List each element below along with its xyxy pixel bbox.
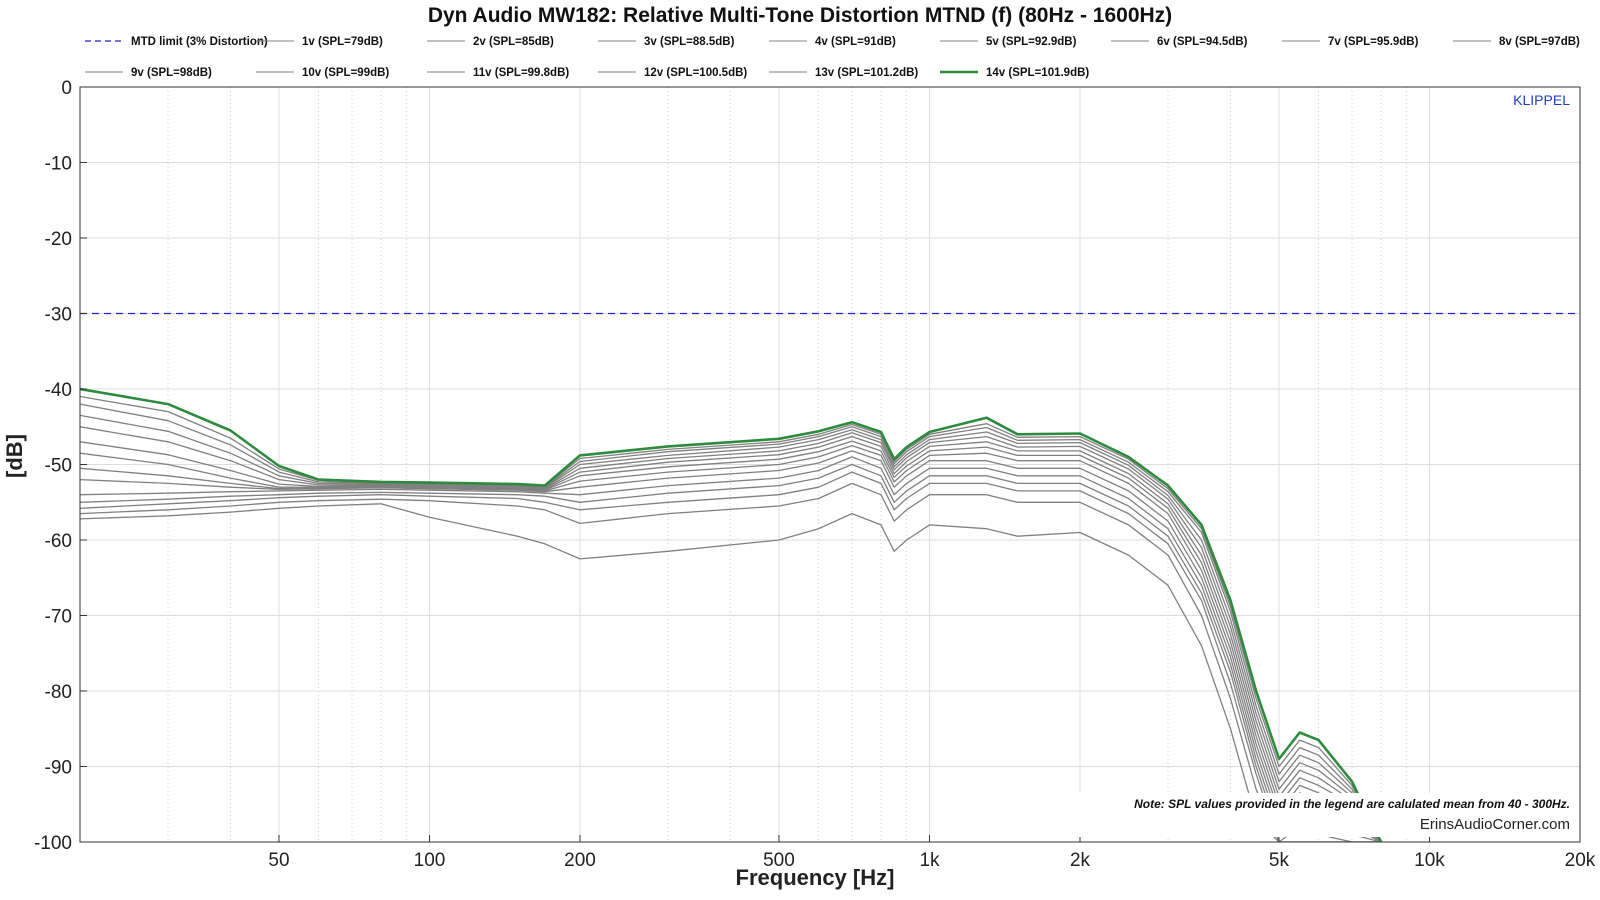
- series-layer: [80, 312, 1580, 842]
- y-tick-label: -100: [34, 833, 72, 854]
- legend-label: 3v (SPL=88.5dB): [644, 36, 735, 48]
- x-tick-label: 1k: [919, 850, 940, 871]
- y-tick-label: -20: [45, 229, 72, 250]
- series-line-14v: [80, 387, 1383, 842]
- legend-entry: 5v (SPL=92.9dB): [940, 36, 1077, 48]
- legend-label: 5v (SPL=92.9dB): [986, 36, 1077, 48]
- series-line-9v: [80, 435, 1382, 842]
- series-line-12v: [80, 403, 1382, 842]
- series-line-4v: [80, 463, 1382, 842]
- legend-label: MTD limit (3% Distortion): [131, 36, 268, 48]
- y-tick-label: -60: [45, 531, 72, 552]
- series-line-5v: [80, 456, 1382, 842]
- legend-entry: 10v (SPL=99dB): [256, 67, 389, 79]
- legend-entry: MTD limit (3% Distortion): [85, 36, 268, 48]
- legend-entry: 1v (SPL=79dB): [256, 36, 383, 48]
- legend-entry: 12v (SPL=100.5dB): [598, 67, 747, 79]
- legend-entry: 3v (SPL=88.5dB): [598, 36, 735, 48]
- x-tick-label: 5k: [1269, 850, 1290, 871]
- y-tick-label: -10: [45, 154, 72, 175]
- legend-entry: 6v (SPL=94.5dB): [1111, 36, 1248, 48]
- legend-entry: 11v (SPL=99.8dB): [427, 67, 569, 79]
- y-tick-label: -50: [45, 456, 72, 477]
- chart-title: Dyn Audio MW182: Relative Multi-Tone Dis…: [428, 4, 1172, 27]
- x-tick-label: 50: [268, 850, 289, 871]
- legend-entry: 14v (SPL=101.9dB): [940, 67, 1089, 79]
- credit-text: ErinsAudioCorner.com: [1420, 816, 1570, 833]
- y-tick-label: -70: [45, 607, 72, 628]
- axis-ticks: 50 100 200 500 1k 2k 5k 10k 20k 0 -10 -20 -30 -40 -50 -…: [34, 78, 1596, 871]
- series-line-7v: [80, 444, 1382, 842]
- legend-entry: 7v (SPL=95.9dB): [1282, 36, 1419, 48]
- note-text: Note: SPL values provided in the legend …: [1134, 797, 1570, 811]
- legend-label: 8v (SPL=97dB): [1499, 36, 1580, 48]
- x-tick-label: 2k: [1070, 850, 1091, 871]
- legend-entry: 2v (SPL=85dB): [427, 36, 554, 48]
- series-line-10v: [80, 426, 1382, 842]
- note-background: [1077, 793, 1575, 837]
- legend-label: 7v (SPL=95.9dB): [1328, 36, 1419, 48]
- legend-label: 13v (SPL=101.2dB): [815, 67, 918, 79]
- x-tick-label: 20k: [1565, 850, 1596, 871]
- legend-entry: 13v (SPL=101.2dB): [769, 67, 918, 79]
- y-tick-label: -30: [45, 305, 72, 326]
- y-tick-label: 0: [61, 78, 72, 99]
- x-tick-label: 100: [414, 850, 446, 871]
- x-tick-label: 10k: [1414, 850, 1445, 871]
- legend-label: 10v (SPL=99dB): [302, 67, 389, 79]
- legend-label: 1v (SPL=79dB): [302, 36, 383, 48]
- legend-label: 4v (SPL=91dB): [815, 36, 896, 48]
- series-line-6v: [80, 450, 1382, 842]
- legend-label: 12v (SPL=100.5dB): [644, 67, 747, 79]
- series-line-3v: [80, 471, 1381, 842]
- series-line-8v: [80, 440, 1382, 842]
- legend-label: 6v (SPL=94.5dB): [1157, 36, 1248, 48]
- series-line-11v: [80, 414, 1382, 842]
- series-line-2v: [80, 482, 1381, 842]
- legend-entry: 8v (SPL=97dB): [1453, 36, 1580, 48]
- brand-label: KLIPPEL: [1513, 92, 1570, 108]
- legend: MTD limit (3% Distortion) 1v (SPL=79dB) 2v…: [85, 36, 1580, 79]
- x-tick-label: 500: [763, 850, 795, 871]
- y-tick-label: -40: [45, 380, 72, 401]
- legend-entry: 4v (SPL=91dB): [769, 36, 896, 48]
- y-tick-label: -90: [45, 758, 72, 779]
- x-tick-label: 200: [564, 850, 596, 871]
- legend-label: 11v (SPL=99.8dB): [473, 67, 569, 79]
- y-tick-label: -80: [45, 682, 72, 703]
- legend-label: 14v (SPL=101.9dB): [986, 67, 1089, 79]
- legend-label: 9v (SPL=98dB): [131, 67, 212, 79]
- legend-entry: 9v (SPL=98dB): [85, 67, 212, 79]
- legend-label: 2v (SPL=85dB): [473, 36, 554, 48]
- x-axis-label: Frequency [Hz]: [736, 865, 895, 890]
- y-axis-label: [dB]: [2, 434, 27, 478]
